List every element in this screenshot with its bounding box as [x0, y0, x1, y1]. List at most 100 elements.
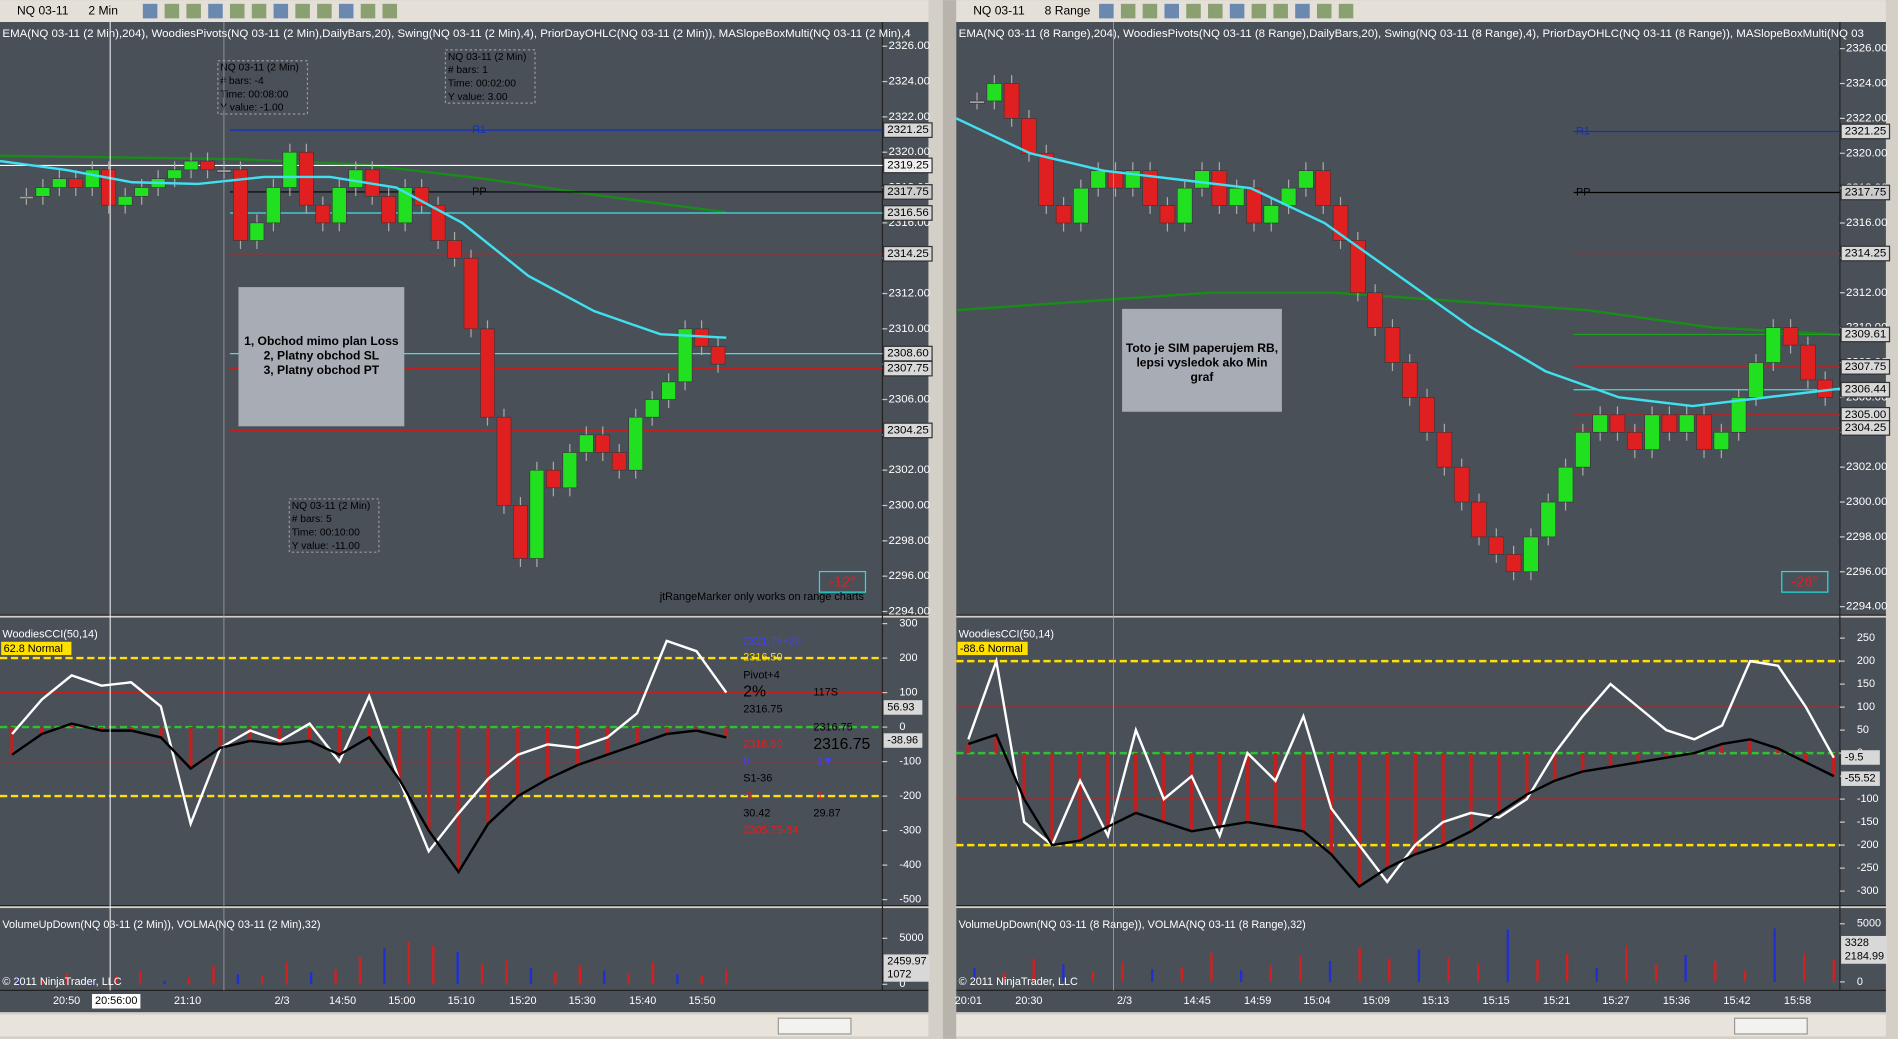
candle	[463, 257, 479, 330]
cci-marker	[1841, 750, 1880, 765]
copyright: © 2011 NinjaTrader, LLC	[959, 976, 1078, 988]
candle	[200, 160, 215, 171]
cci-tick-label: 100	[899, 686, 917, 698]
toolbar-button[interactable]	[1099, 3, 1114, 19]
toolbar-button[interactable]	[1208, 3, 1223, 19]
candle	[331, 187, 347, 224]
volume-marker-label: 2459.97	[887, 956, 926, 968]
period-selector[interactable]: 8 Range	[1045, 3, 1091, 17]
price-marker-label: 2308.60	[887, 348, 929, 360]
time-label: 20:30	[1015, 995, 1042, 1007]
candle	[1228, 187, 1245, 206]
candle	[1402, 362, 1418, 398]
toolbar-button[interactable]	[186, 3, 201, 19]
text-box	[1122, 308, 1282, 412]
toolbar-button[interactable]	[338, 3, 354, 19]
volume-marker	[883, 954, 930, 969]
pivot-info: 2318.80	[743, 739, 782, 751]
toolbar-button[interactable]	[317, 3, 332, 19]
candle	[315, 204, 331, 224]
candle	[1419, 397, 1435, 433]
pivot-info: -1▼	[813, 755, 833, 767]
price-marker	[883, 245, 933, 262]
ma-line	[0, 154, 727, 214]
scrollbar	[956, 1014, 1886, 1037]
candle	[101, 169, 117, 206]
pivot-info: 2316.75	[743, 703, 782, 715]
time-label: 15:21	[1543, 995, 1570, 1007]
toolbar-button[interactable]	[1229, 3, 1245, 19]
cci-marker-label: -55.52	[1845, 773, 1876, 785]
toolbar-button[interactable]	[1338, 3, 1354, 19]
candle	[1315, 170, 1331, 206]
pivot-info: Pivot+4	[743, 670, 780, 682]
candle	[1384, 327, 1401, 363]
toolbar-button[interactable]	[1273, 3, 1288, 19]
toolbar-button[interactable]	[273, 3, 289, 19]
callout-line: # bars: 5	[292, 514, 332, 525]
candle	[381, 196, 397, 224]
candle	[1505, 554, 1522, 573]
toolbar-button[interactable]	[229, 3, 245, 19]
candle	[1038, 152, 1055, 206]
toolbar-button[interactable]	[1251, 3, 1267, 19]
candle	[496, 416, 512, 506]
toolbar-button[interactable]	[1316, 3, 1332, 19]
price-marker-label: 2304.25	[1845, 422, 1887, 434]
cci-marker-label: -9.5	[1845, 751, 1864, 763]
candle	[1367, 292, 1383, 328]
toolbar-button[interactable]	[1120, 3, 1136, 19]
time-label: 20:50	[53, 995, 80, 1007]
time-label: 15:58	[1784, 995, 1811, 1007]
toolbar-button[interactable]	[360, 3, 376, 19]
toolbar-button[interactable]	[295, 3, 310, 19]
volume-panel	[956, 908, 1886, 991]
cci-tick-label: 250	[1857, 632, 1875, 644]
candle	[986, 83, 1003, 102]
period-selector[interactable]: 2 Min	[88, 3, 118, 17]
toolbar-button[interactable]	[1164, 3, 1179, 19]
candle	[1765, 327, 1782, 363]
instrument-selector[interactable]: NQ 03-11	[973, 3, 1025, 17]
candle	[677, 328, 693, 383]
instrument-selector[interactable]: NQ 03-11	[17, 3, 69, 17]
cci-status: -88.6 Normal	[960, 643, 1023, 655]
price-marker-label: 2317.75	[1845, 187, 1887, 199]
candle	[578, 434, 594, 453]
price-tick-label: 2300.00	[1846, 496, 1888, 508]
price-marker-label: 2307.75	[1845, 361, 1887, 373]
cci-line	[11, 639, 728, 854]
toolbar-button[interactable]	[164, 3, 180, 19]
toolbar-button[interactable]	[142, 3, 158, 19]
scroll-thumb[interactable]	[777, 1017, 852, 1035]
toolbar-button[interactable]	[1186, 3, 1201, 19]
price-tick-label: 2324.00	[1846, 78, 1888, 90]
toolbar-button[interactable]	[208, 3, 223, 19]
price-tick-label: 2324.00	[888, 76, 930, 88]
time-label: 14:50	[329, 995, 356, 1007]
cci-tick-label: -200	[1857, 839, 1879, 851]
price-tick-label: 2326.00	[888, 40, 930, 52]
scroll-thumb[interactable]	[1733, 1017, 1808, 1035]
price-tick-label: 2312.00	[1846, 287, 1888, 299]
callout-line: Time: 00:10:00	[292, 528, 360, 539]
candle	[397, 187, 413, 224]
price-marker-label: 2316.56	[887, 207, 929, 219]
volume-marker	[1841, 949, 1888, 964]
price-marker	[883, 360, 933, 377]
text-box-line: lepsi vysledok ako Min	[1136, 356, 1267, 370]
candle	[1696, 414, 1712, 451]
toolbar-button[interactable]	[1295, 3, 1310, 19]
toolbar-button[interactable]	[1142, 3, 1158, 19]
candle	[266, 187, 281, 224]
cci-tick-label: 300	[899, 617, 917, 629]
volume-tick-label: 0	[899, 978, 905, 990]
toolbar-button[interactable]	[251, 3, 267, 19]
candle	[1627, 431, 1643, 451]
candle	[1523, 536, 1539, 573]
price-marker-label: 2317.75	[887, 186, 929, 198]
candle	[1730, 397, 1747, 433]
toolbar-button[interactable]	[382, 3, 398, 19]
candle	[1021, 118, 1037, 154]
ema-line	[955, 117, 1841, 408]
